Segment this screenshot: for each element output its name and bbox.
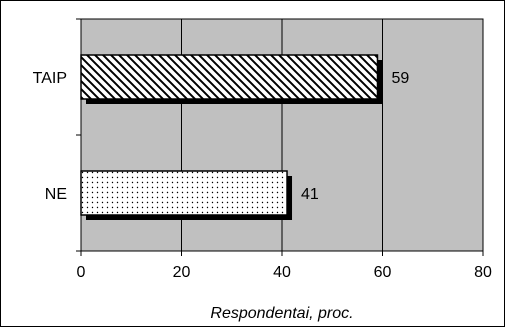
bars-group	[80, 54, 383, 220]
value-labels: 59 41	[301, 70, 409, 203]
category-label-ne: NE	[45, 186, 67, 203]
category-labels: TAIP NE	[33, 70, 67, 203]
x-tick-label: 60	[374, 264, 392, 281]
x-tick-label: 20	[173, 264, 191, 281]
x-tick-label: 80	[474, 264, 492, 281]
x-tick-label: 40	[273, 264, 291, 281]
x-axis-title: Respondentai, proc.	[210, 305, 353, 322]
bar-taip	[80, 54, 379, 100]
bar-ne	[80, 170, 288, 216]
category-label-taip: TAIP	[33, 70, 67, 87]
value-label-taip: 59	[391, 70, 409, 87]
x-axis: 0 20 40 60 80	[76, 18, 492, 281]
value-label-ne: 41	[301, 186, 319, 203]
x-tick-label: 0	[77, 264, 86, 281]
